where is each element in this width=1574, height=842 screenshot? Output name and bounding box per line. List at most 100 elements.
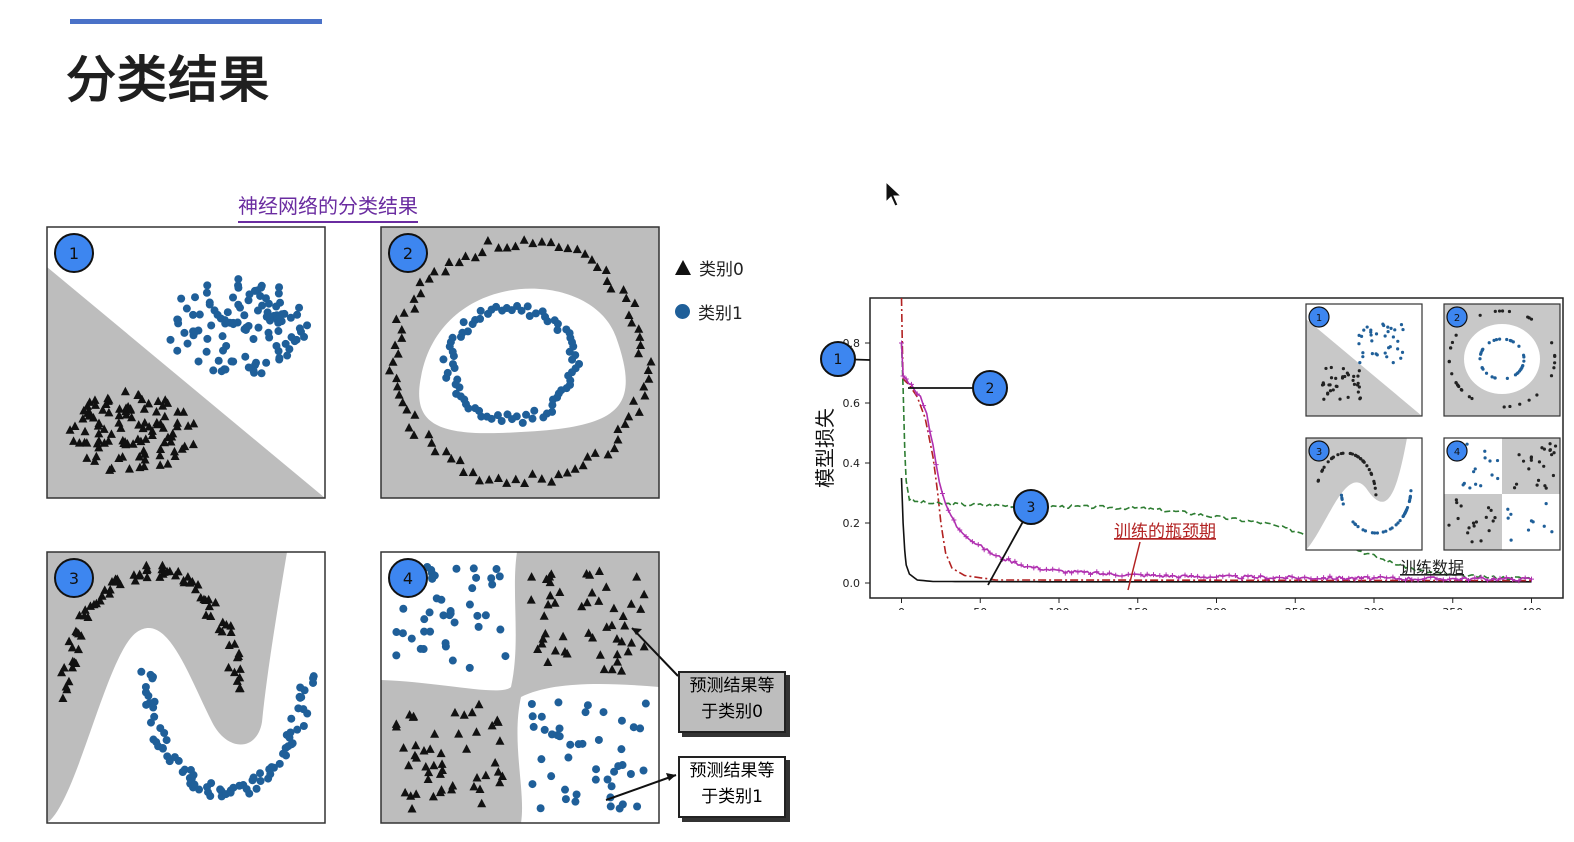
series-point-4 (945, 507, 951, 513)
class0-point (643, 365, 653, 375)
legend: 类别0 类别1 (675, 250, 744, 338)
series-point-4 (1510, 577, 1516, 583)
y-tick-label: 0.6 (843, 397, 861, 410)
class0-point (572, 244, 582, 254)
class1-point (568, 355, 577, 364)
class1-point (594, 735, 603, 744)
series-point-4 (1327, 573, 1333, 579)
inset-point (1513, 373, 1518, 377)
inset-point (1340, 496, 1344, 500)
class0-point (72, 627, 82, 637)
x-tick-label: 200 (1206, 606, 1227, 610)
inset-point (1471, 521, 1476, 525)
inset-point (1459, 504, 1463, 508)
class1-point (610, 767, 619, 776)
class0-point (183, 572, 193, 581)
class0-point (400, 787, 410, 797)
series-point-4 (1295, 576, 1301, 582)
step-badge (388, 233, 428, 273)
inset-point (1550, 530, 1554, 534)
class1-point (220, 316, 229, 325)
class0-point (160, 395, 170, 404)
class0-point (635, 332, 645, 341)
inset-point (1529, 317, 1534, 321)
class1-point (561, 795, 570, 804)
class1-point (446, 609, 455, 618)
class0-point (563, 243, 573, 253)
inset-point (1536, 478, 1541, 482)
series-point-4 (1239, 576, 1245, 582)
series-2 (900, 297, 1532, 582)
inset-point (1544, 502, 1548, 506)
inset-point (1495, 458, 1500, 463)
class1-point (180, 328, 189, 337)
class0-point (570, 464, 580, 473)
class0-point (128, 439, 138, 448)
class1-point (275, 759, 284, 768)
class0-point (502, 242, 512, 252)
class0-point (511, 474, 521, 484)
class1-point (262, 358, 271, 367)
series-point-4 (1491, 575, 1497, 581)
class0-point (166, 437, 176, 446)
inset-point (1322, 465, 1326, 469)
class1-point (194, 357, 203, 366)
class0-point (116, 423, 126, 432)
class0-point (462, 744, 472, 753)
inset-point (1509, 538, 1513, 542)
inset-point (1455, 500, 1459, 505)
inset-point (1357, 342, 1361, 346)
inset-point (1540, 446, 1544, 450)
class0-point (601, 582, 611, 591)
class0-point (105, 584, 115, 594)
class1-point (229, 783, 238, 792)
callout-arrowhead (666, 773, 676, 781)
class0-point (477, 247, 487, 257)
class0-point (160, 411, 170, 421)
class1-point (523, 302, 532, 311)
class1-point (204, 788, 213, 797)
class0-point (626, 599, 636, 608)
class0-point (69, 657, 79, 666)
series-point-4 (1346, 575, 1352, 581)
class0-point (560, 647, 570, 656)
class0-point (133, 434, 143, 444)
series-point-4 (903, 376, 909, 382)
class1-point (407, 634, 416, 643)
inset-point (1552, 451, 1556, 455)
class0-point (580, 249, 590, 258)
class1-point (252, 784, 261, 793)
class0-point (425, 744, 435, 753)
circle-marker-icon (675, 303, 690, 319)
class0-point (118, 452, 128, 461)
series-point-4 (1138, 572, 1144, 578)
class0-point (599, 664, 609, 674)
class0-point (151, 406, 161, 416)
class0-point (90, 400, 100, 409)
class1-point (292, 335, 301, 344)
class0-point (106, 429, 116, 438)
class0-point (474, 699, 484, 709)
inset-point (1361, 459, 1366, 464)
class0-point (493, 717, 503, 726)
class1-point (254, 323, 263, 332)
inset-frame (1443, 437, 1561, 551)
series-point-4 (939, 490, 945, 496)
inset-point (1542, 447, 1546, 451)
series-point-4 (914, 391, 920, 397)
inset-point (1489, 508, 1493, 512)
class0-point (78, 413, 88, 423)
step-badge (972, 370, 1008, 406)
inset-point (1339, 493, 1344, 497)
inset-point (1348, 451, 1352, 456)
class1-point (603, 775, 612, 784)
class1-point (267, 763, 276, 772)
inset-point (1393, 328, 1397, 332)
inset-point (1553, 444, 1558, 448)
class0-point (70, 421, 80, 430)
class0-point (602, 276, 612, 286)
series-point-4 (1169, 573, 1175, 579)
class0-point (410, 750, 420, 760)
class0-point (441, 446, 451, 456)
class1-point (476, 306, 485, 315)
